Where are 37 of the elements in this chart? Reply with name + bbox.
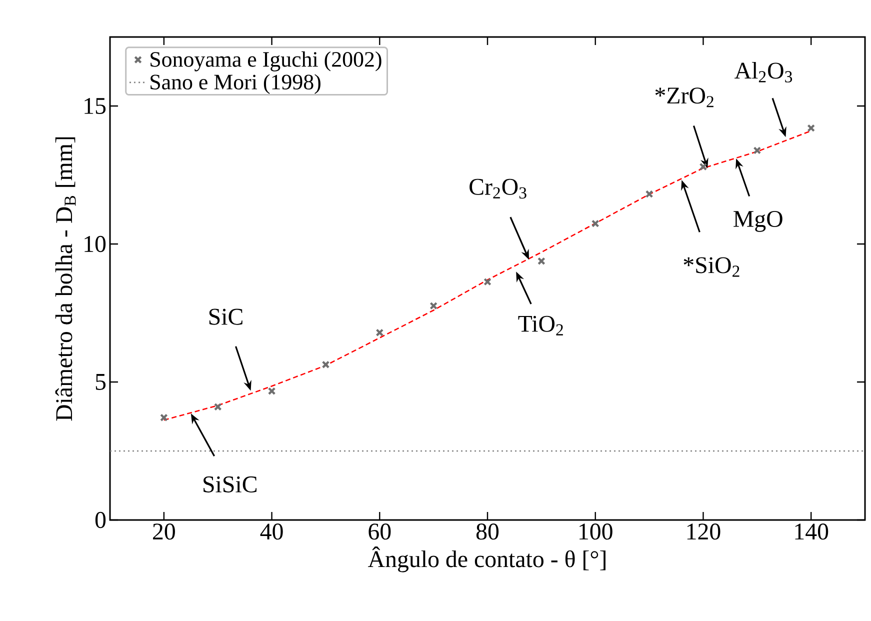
point [484, 278, 492, 286]
legend-label: Sonoyama e Iguchi (2002) [150, 51, 382, 72]
y-tick-label: 5 [96, 374, 106, 390]
annotation: Al$_{2}$O$_{3}$ [734, 62, 792, 82]
point [591, 220, 600, 228]
point [753, 146, 762, 154]
x-tick-label: 120 [687, 524, 720, 540]
point [376, 328, 384, 337]
legend-label: Sano e Mori (1998) [150, 74, 320, 94]
x-tick-label: 140 [795, 524, 828, 540]
y-tick-label: 10 [84, 236, 106, 252]
annotation: TiO$_{2}$ [518, 316, 563, 336]
x-tick-label: 100 [580, 524, 612, 540]
point [699, 162, 708, 171]
y-tick-label: 0 [95, 512, 106, 528]
annotation: Cr$_{2}$O$_{3}$ [470, 178, 526, 199]
y-axis-title: Diâmetro da bolha - D$_{B}$ [mm] [55, 137, 76, 421]
annotation: *SiO$_{2}$ [684, 257, 740, 277]
y-tick-label: 15 [84, 98, 106, 114]
x-tick-label: 40 [260, 524, 283, 540]
line-series [163, 130, 812, 421]
point [322, 360, 330, 369]
point [214, 402, 222, 411]
point [268, 387, 276, 396]
annotation: SiC [209, 308, 242, 325]
point [807, 124, 816, 132]
x-axis-title: Ângulo de contato - θ [°] [368, 546, 606, 572]
annotation: MgO [734, 210, 782, 232]
point [645, 190, 654, 198]
point [538, 257, 546, 266]
annotation: SiSiC [204, 476, 256, 492]
point [430, 302, 438, 310]
x-tick-label: 80 [476, 524, 499, 540]
point [160, 414, 168, 422]
x-tick-label: 60 [368, 524, 391, 540]
x-tick-label: 20 [153, 524, 175, 540]
annotation: *ZrO$_{2}$ [655, 88, 714, 108]
